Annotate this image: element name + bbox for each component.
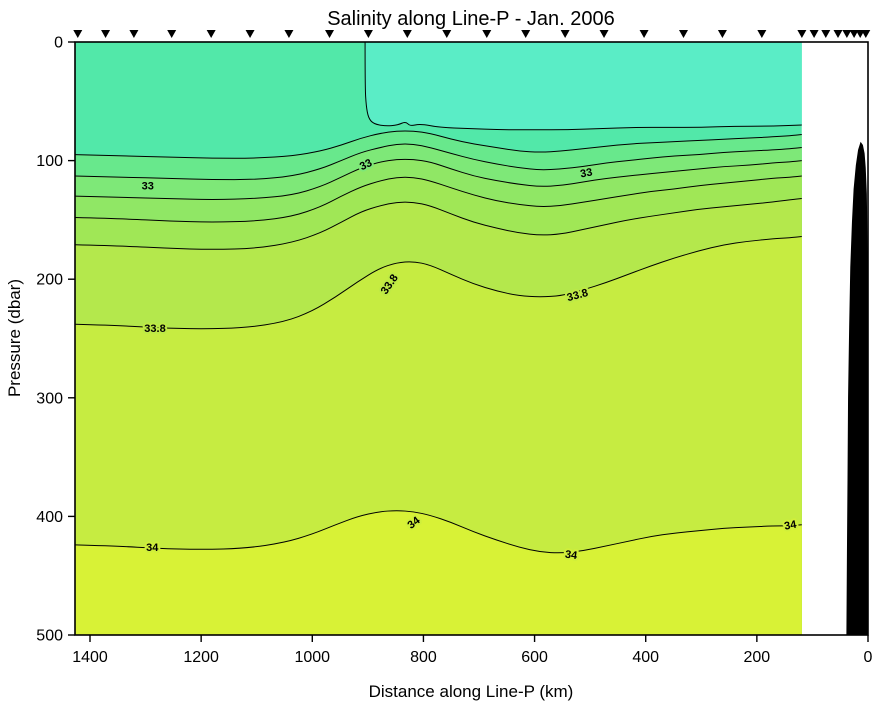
x-tick-label: 0 (864, 649, 873, 666)
y-tick-label: 100 (36, 153, 63, 170)
contour-label: 34 (783, 519, 798, 533)
contour-label: 34 (146, 542, 159, 554)
contour-line-33.2 (75, 158, 802, 200)
contour-line-33.4 (75, 175, 802, 223)
y-axis-title: Pressure (dbar) (5, 279, 24, 397)
station-marker (797, 30, 807, 38)
station-marker (861, 30, 871, 38)
contour-label: 34 (564, 549, 579, 563)
x-tick-label: 600 (521, 649, 548, 666)
station-marker (809, 30, 819, 38)
bathymetry (846, 141, 869, 636)
x-tick-label: 1000 (294, 649, 330, 666)
station-marker (402, 30, 412, 38)
y-tick-label: 0 (54, 35, 63, 52)
contour-label: 33 (142, 181, 154, 193)
station-marker (482, 30, 492, 38)
contour-bands (75, 42, 802, 635)
contour-line-33.8 (75, 236, 802, 330)
station-marker (73, 30, 83, 38)
station-marker (679, 30, 689, 38)
x-tick-label: 800 (410, 649, 437, 666)
station-markers (73, 30, 871, 38)
station-marker (442, 30, 452, 38)
station-marker (821, 30, 831, 38)
contour-line-32.8 (75, 130, 802, 159)
chart-title: Salinity along Line-P - Jan. 2006 (327, 8, 615, 30)
axes: 1400 1200 1000 800 600 400 200 0 0 100 200 300 400 50… (36, 35, 872, 667)
x-tick-label: 400 (632, 649, 659, 666)
x-axis-title: Distance along Line-P (km) (369, 682, 574, 701)
x-tick-label: 1200 (183, 649, 219, 666)
station-marker (842, 30, 852, 38)
contour-label: 33 (579, 166, 593, 180)
station-marker (101, 30, 111, 38)
x-tick-label: 200 (744, 649, 771, 666)
contour-line-34 (75, 510, 802, 554)
contour-line-33 (75, 143, 802, 181)
surface-band-right (365, 42, 802, 130)
contour-line-33.6 (75, 198, 802, 250)
contour-line-32.6 (364, 42, 802, 131)
salinity-band-34 (75, 510, 802, 635)
station-marker (599, 30, 609, 38)
station-marker (363, 30, 373, 38)
station-marker (206, 30, 216, 38)
station-marker (325, 30, 335, 38)
station-marker (757, 30, 767, 38)
station-marker (639, 30, 649, 38)
salinity-band-33.8 (75, 236, 802, 635)
contour-label: 33.8 (144, 323, 165, 335)
y-tick-label: 200 (36, 272, 63, 289)
y-tick-label: 300 (36, 390, 63, 407)
x-tick-label: 1400 (72, 649, 108, 666)
station-marker (284, 30, 294, 38)
station-marker (849, 30, 859, 38)
station-marker (167, 30, 177, 38)
y-tick-label: 400 (36, 509, 63, 526)
y-tick-label: 500 (36, 628, 63, 645)
station-marker (521, 30, 531, 38)
station-marker (560, 30, 570, 38)
contour-lines (75, 42, 802, 554)
station-marker (129, 30, 139, 38)
station-marker (833, 30, 843, 38)
plot-frame (74, 41, 869, 636)
seafloor-profile (846, 141, 869, 636)
station-marker (717, 30, 727, 38)
station-marker (245, 30, 255, 38)
